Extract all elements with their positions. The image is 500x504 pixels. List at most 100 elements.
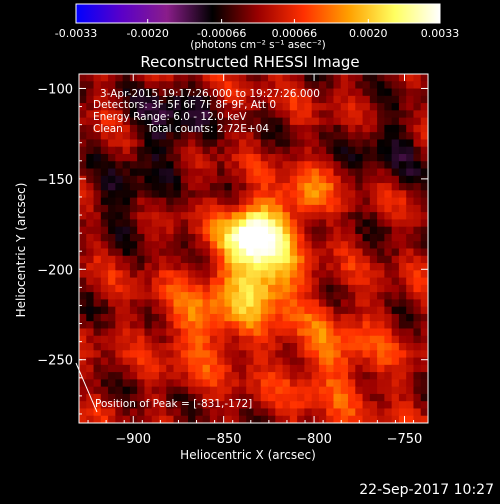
heatmap-cell: [209, 379, 218, 388]
heatmap-cell: [340, 110, 349, 119]
heatmap-cell: [173, 153, 182, 162]
heatmap-cell: [173, 313, 182, 322]
heatmap-cell: [224, 415, 233, 423]
heatmap-cell: [326, 132, 335, 141]
heatmap-cell: [406, 153, 415, 162]
heatmap-cell: [180, 350, 189, 359]
heatmap-cell: [391, 350, 400, 359]
heatmap-cell: [217, 175, 226, 184]
heatmap-cell: [289, 233, 298, 242]
heatmap-cell: [275, 74, 284, 82]
heatmap-cell: [115, 393, 124, 402]
heatmap-cell: [246, 248, 255, 257]
heatmap-cell: [413, 299, 422, 308]
heatmap-cell: [202, 306, 211, 315]
heatmap-cell: [122, 190, 131, 199]
heatmap-cell: [137, 350, 146, 359]
heatmap-cell: [202, 248, 211, 257]
heatmap-cell: [100, 161, 109, 170]
heatmap-cell: [268, 415, 276, 423]
heatmap-cell: [333, 335, 342, 344]
heatmap-cell: [289, 328, 298, 337]
heatmap-cell: [209, 81, 218, 90]
heatmap-cell: [231, 306, 240, 315]
heatmap-cell: [340, 379, 349, 388]
heatmap-cell: [144, 139, 153, 148]
heatmap-cell: [108, 197, 116, 206]
heatmap-cell: [268, 74, 276, 82]
heatmap-cell: [377, 175, 385, 184]
heatmap-cell: [188, 343, 196, 351]
heatmap-cell: [289, 219, 298, 228]
heatmap-cell: [173, 95, 182, 104]
heatmap-cell: [180, 379, 189, 388]
heatmap-cell: [202, 277, 211, 286]
heatmap-cell: [297, 372, 305, 380]
heatmap-cell: [188, 132, 196, 141]
heatmap-cell: [348, 292, 356, 300]
heatmap-cell: [158, 95, 167, 104]
heatmap-cell: [151, 343, 160, 351]
heatmap-cell: [275, 212, 284, 221]
heatmap-cell: [260, 313, 269, 322]
heatmap-cell: [137, 335, 146, 344]
heatmap-cell: [238, 343, 247, 351]
heatmap-cell: [311, 379, 320, 388]
heatmap-cell: [420, 401, 428, 410]
heatmap-cell: [260, 95, 269, 104]
heatmap-cell: [311, 386, 320, 395]
heatmap-cell: [129, 212, 138, 221]
heatmap-cell: [413, 95, 422, 104]
heatmap-cell: [282, 379, 291, 388]
heatmap-cell: [413, 81, 422, 90]
heatmap-cell: [180, 190, 189, 199]
heatmap-cell: [362, 117, 371, 126]
heatmap-cell: [166, 299, 175, 308]
heatmap-cell: [391, 284, 400, 293]
heatmap-cell: [122, 393, 131, 402]
heatmap-cell: [268, 364, 276, 373]
heatmap-cell: [282, 415, 291, 423]
heatmap-cell: [275, 110, 284, 119]
heatmap-cell: [289, 372, 298, 380]
heatmap-cell: [398, 292, 407, 300]
heatmap-cell: [246, 401, 255, 410]
heatmap-cell: [122, 321, 131, 330]
heatmap-cell: [151, 219, 160, 228]
heatmap-cell: [144, 233, 153, 242]
heatmap-cell: [79, 350, 87, 359]
heatmap-cell: [180, 161, 189, 170]
heatmap-cell: [224, 364, 233, 373]
heatmap-cell: [304, 335, 313, 344]
heatmap-cell: [173, 81, 182, 90]
heatmap-cell: [391, 124, 400, 133]
heatmap-cell: [260, 299, 269, 308]
heatmap-cell: [86, 328, 95, 337]
colorbar-tick-label: -0.00066: [197, 27, 246, 40]
heatmap-cell: [137, 81, 146, 90]
heatmap-cell: [362, 204, 371, 213]
heatmap-cell: [209, 277, 218, 286]
heatmap-cell: [108, 241, 116, 250]
heatmap-cell: [348, 241, 356, 250]
heatmap-cell: [202, 328, 211, 337]
heatmap-cell: [202, 372, 211, 380]
heatmap-cell: [275, 197, 284, 206]
heatmap-cell: [86, 415, 95, 423]
heatmap-cell: [377, 81, 385, 90]
heatmap-cell: [340, 124, 349, 133]
heatmap-cell: [122, 110, 131, 119]
heatmap-cell: [137, 175, 146, 184]
heatmap-cell: [122, 364, 131, 373]
heatmap-cell: [311, 212, 320, 221]
heatmap-cell: [166, 132, 175, 141]
heatmap-cell: [377, 263, 385, 271]
heatmap-cell: [275, 408, 284, 417]
heatmap-cell: [224, 139, 233, 148]
heatmap-cell: [406, 335, 415, 344]
heatmap-cell: [238, 386, 247, 395]
heatmap-cell: [384, 248, 393, 257]
heatmap-cell: [420, 103, 428, 111]
heatmap-cell: [115, 292, 124, 300]
heatmap-cell: [326, 386, 335, 395]
